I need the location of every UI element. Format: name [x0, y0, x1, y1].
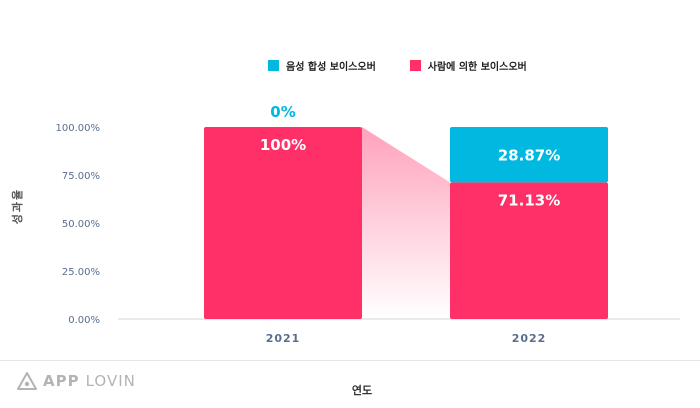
bar-layer [204, 127, 608, 319]
legend-label-human: 사람에 의한 보이스오버 [427, 62, 527, 73]
data-label-human-2022: 71.13% [498, 191, 560, 209]
legend-item-synth: 음성 합성 보이스오버 [268, 58, 376, 73]
x-tick-label: 2021 [266, 332, 301, 345]
x-tick-label: 2022 [512, 332, 547, 345]
legend-swatch-human [409, 60, 421, 71]
bar-human-2021 [204, 127, 362, 319]
legend: 음성 합성 보이스오버 사람에 의한 보이스오버 [268, 58, 527, 73]
data-label-synth-2021: 0% [270, 103, 295, 121]
bar-human-2022 [450, 182, 608, 319]
legend-item-human: 사람에 의한 보이스오버 [409, 58, 527, 73]
legend-swatch-synth [268, 60, 279, 71]
ribbon-layer [362, 127, 450, 319]
connector-ribbon [362, 127, 450, 319]
footer-divider [0, 360, 700, 361]
y-tick-label: 100.00% [56, 123, 101, 134]
applovin-logo-icon [17, 372, 37, 390]
data-label-human-2021: 100% [260, 136, 306, 154]
label-layer: 2021 2022 0% 100% 28.87% 71.13% [260, 103, 560, 345]
legend-label-synth: 음성 합성 보이스오버 [286, 62, 376, 73]
brand-logo: APP LOVIN [17, 372, 136, 390]
brand-text-app: APP [43, 372, 80, 390]
bar-synth-2022 [450, 127, 608, 183]
y-tick-label: 25.00% [62, 267, 100, 278]
y-tick-label: 75.00% [62, 171, 100, 182]
y-axis-label: 성과율 [11, 187, 24, 225]
x-axis-label: 연도 [351, 384, 373, 397]
y-tick-label: 0.00% [68, 315, 100, 326]
y-tick-label: 50.00% [62, 219, 100, 230]
brand-text-lovin: LOVIN [85, 372, 136, 390]
data-label-synth-2022: 28.87% [498, 147, 560, 165]
